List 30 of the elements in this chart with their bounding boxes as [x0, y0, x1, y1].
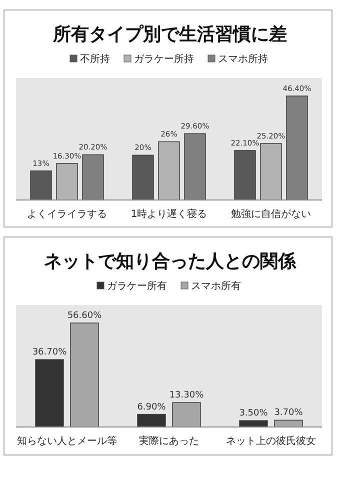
data-label: 3.50% [239, 408, 268, 419]
data-label: 56.60% [67, 311, 102, 321]
bar [70, 322, 99, 428]
data-label: 3.70% [274, 408, 304, 418]
bar [158, 141, 180, 200]
chart-title: 所有タイプ別で生活習慣に差 [52, 24, 287, 45]
data-label: 13.30% [169, 390, 204, 401]
x-tick-label: 知らない人とメール等 [17, 435, 117, 447]
bar [35, 359, 64, 428]
x-tick-label: よくイライラする [27, 209, 107, 220]
legend-label: スマホ所有 [191, 280, 241, 292]
legend-label: 不所持 [80, 53, 110, 65]
bar [132, 154, 154, 200]
data-label: 6.90% [137, 402, 166, 412]
x-tick-label: ネット上の彼氏彼女 [226, 435, 316, 447]
bar [137, 414, 166, 428]
x-tick-label: 1時より遅く寝る [130, 208, 208, 220]
legend-label: ガラケー所持 [134, 53, 194, 65]
bar [239, 420, 268, 428]
bar [172, 402, 201, 428]
chart-title: ネットで知り合った人との関係 [44, 251, 297, 272]
x-tick-label: 勉強に自信がない [231, 208, 311, 220]
bar [56, 163, 78, 200]
legend-label: スマホ所持 [218, 53, 268, 65]
bar [30, 170, 52, 200]
x-tick-label: 実際にあった [139, 435, 199, 447]
legend-label: ガラケー所有 [107, 280, 167, 292]
bar [260, 143, 282, 200]
bar [234, 150, 256, 200]
data-label: 36.70% [32, 348, 68, 358]
